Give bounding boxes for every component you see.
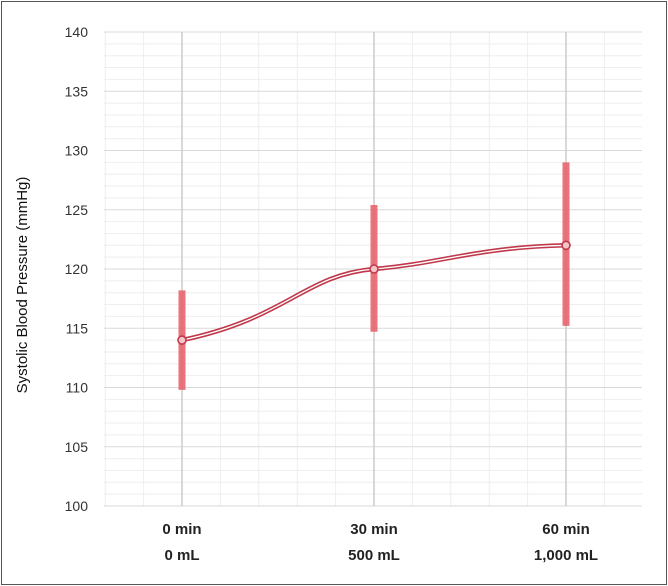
- y-tick-label: 110: [66, 380, 89, 396]
- y-tick-label: 120: [65, 261, 89, 277]
- x-category-sublabel: 500 mL: [348, 547, 400, 564]
- x-category-label: 60 min: [542, 521, 590, 538]
- y-tick-label: 100: [65, 498, 89, 514]
- x-category-labels: 0 min 0 mL 30 min 500 mL 60 min 1,000 mL: [162, 521, 598, 564]
- data-point: [369, 264, 379, 274]
- y-tick-label: 140: [65, 24, 89, 40]
- y-tick-label: 130: [65, 143, 89, 159]
- y-tick-label: 135: [65, 83, 89, 99]
- data-points: [177, 240, 571, 345]
- y-tick-label: 125: [65, 202, 89, 218]
- data-point: [177, 335, 187, 345]
- x-category-label: 30 min: [350, 521, 398, 538]
- x-category-label: 0 min: [162, 521, 201, 538]
- y-tick-labels: 100 105 110 115 120 125 130 135 140: [65, 24, 89, 514]
- x-category-sublabel: 1,000 mL: [534, 547, 598, 564]
- x-category-sublabel: 0 mL: [164, 547, 199, 564]
- y-tick-label: 105: [65, 439, 89, 455]
- y-tick-label: 115: [66, 320, 89, 336]
- data-point: [561, 240, 571, 251]
- y-axis-title: Systolic Blood Pressure (mmHg): [14, 177, 31, 394]
